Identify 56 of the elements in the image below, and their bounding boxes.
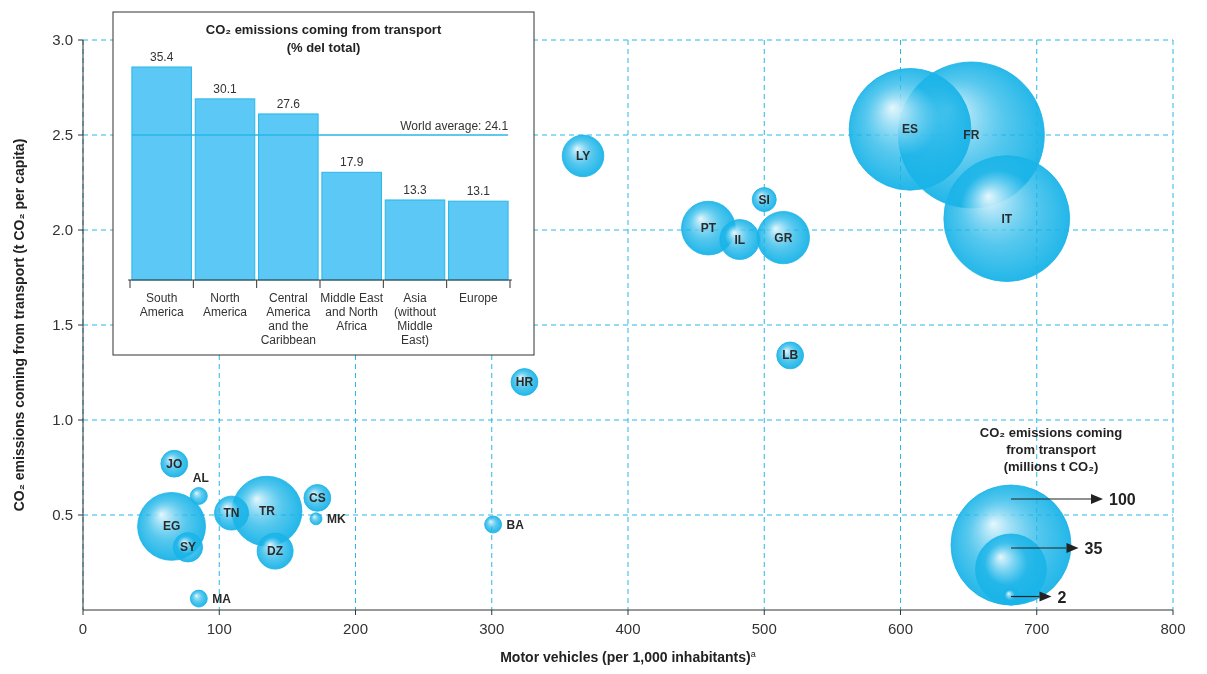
x-tick-label: Europe xyxy=(458,291,498,305)
y-tick-label: 2.5 xyxy=(52,126,73,143)
data-label: 17.9 xyxy=(339,155,364,170)
x-tick-label: 200 xyxy=(342,620,369,637)
x-tick-label: 400 xyxy=(615,620,641,637)
legend-label: 2 xyxy=(1057,588,1067,606)
data-label: 27.6 xyxy=(276,96,301,111)
annotation: AL xyxy=(192,470,209,485)
x-tick-label: 800 xyxy=(1160,620,1186,637)
annotation: PT xyxy=(700,221,717,236)
legend-label: 100 xyxy=(1109,491,1136,508)
annotation: TN xyxy=(223,506,240,521)
x-tick-label: 700 xyxy=(1024,620,1050,637)
y-tick-label: 0.5 xyxy=(52,506,73,523)
data-label: 13.1 xyxy=(466,184,491,199)
x-tick-label: 500 xyxy=(751,620,777,637)
chart-title: CO₂ emissions coming from transport (% del total) xyxy=(205,22,442,55)
y-tick-label: 3.0 xyxy=(52,31,73,48)
x-tick-label: South America xyxy=(139,291,184,319)
annotation: SY xyxy=(179,540,196,555)
annotation: FR xyxy=(963,128,980,142)
annotation: CS xyxy=(309,490,326,505)
x-tick-label: Central America and the Caribbean xyxy=(260,291,317,347)
y-axis-title: CO₂ emissions coming from transport (t CO₂ per capita) xyxy=(11,138,27,512)
x-tick-label: 0 xyxy=(78,620,88,637)
annotation: EG xyxy=(162,519,181,534)
x-tick-label: 600 xyxy=(887,620,914,637)
x-tick-label: Middle East and North Africa xyxy=(320,291,384,333)
y-tick-label: 2.0 xyxy=(52,221,73,238)
annotation: HR xyxy=(515,375,534,389)
annotation: DZ xyxy=(267,544,284,559)
annotation: BA xyxy=(506,517,525,532)
x-axis-title: Motor vehicles (per 1,000 inhabitants)$^{a}$ xyxy=(500,649,757,665)
x-tick-label: 100 xyxy=(206,620,232,637)
y-tick-label: 1.0 xyxy=(52,411,73,428)
annotation: TR xyxy=(258,504,276,519)
annotation: GR xyxy=(774,230,793,245)
annotation: JO xyxy=(166,456,183,471)
ref-line-label: World average: 24.1 xyxy=(400,118,509,133)
x-tick-label: 300 xyxy=(479,620,505,637)
data-label: 13.3 xyxy=(403,182,427,197)
annotation: MA xyxy=(212,591,232,606)
annotation: ES xyxy=(902,122,919,137)
annotation: IT xyxy=(1001,211,1013,226)
y-tick-label: 1.5 xyxy=(52,316,73,333)
x-tick-label: Asia (without Middle East) xyxy=(393,291,437,347)
annotation: IL xyxy=(734,232,746,247)
data-label: 35.4 xyxy=(149,50,174,64)
legend-title: CO₂ emissions coming from transport (millions t CO₂) xyxy=(979,425,1123,474)
legend-label: 35 xyxy=(1084,540,1103,558)
data-label: 30.1 xyxy=(213,81,237,96)
x-tick-label: North America xyxy=(202,291,248,319)
annotation: LB xyxy=(782,348,799,363)
annotation: SI xyxy=(758,192,770,207)
annotation: MK xyxy=(326,511,346,526)
annotation: LY xyxy=(575,148,591,163)
